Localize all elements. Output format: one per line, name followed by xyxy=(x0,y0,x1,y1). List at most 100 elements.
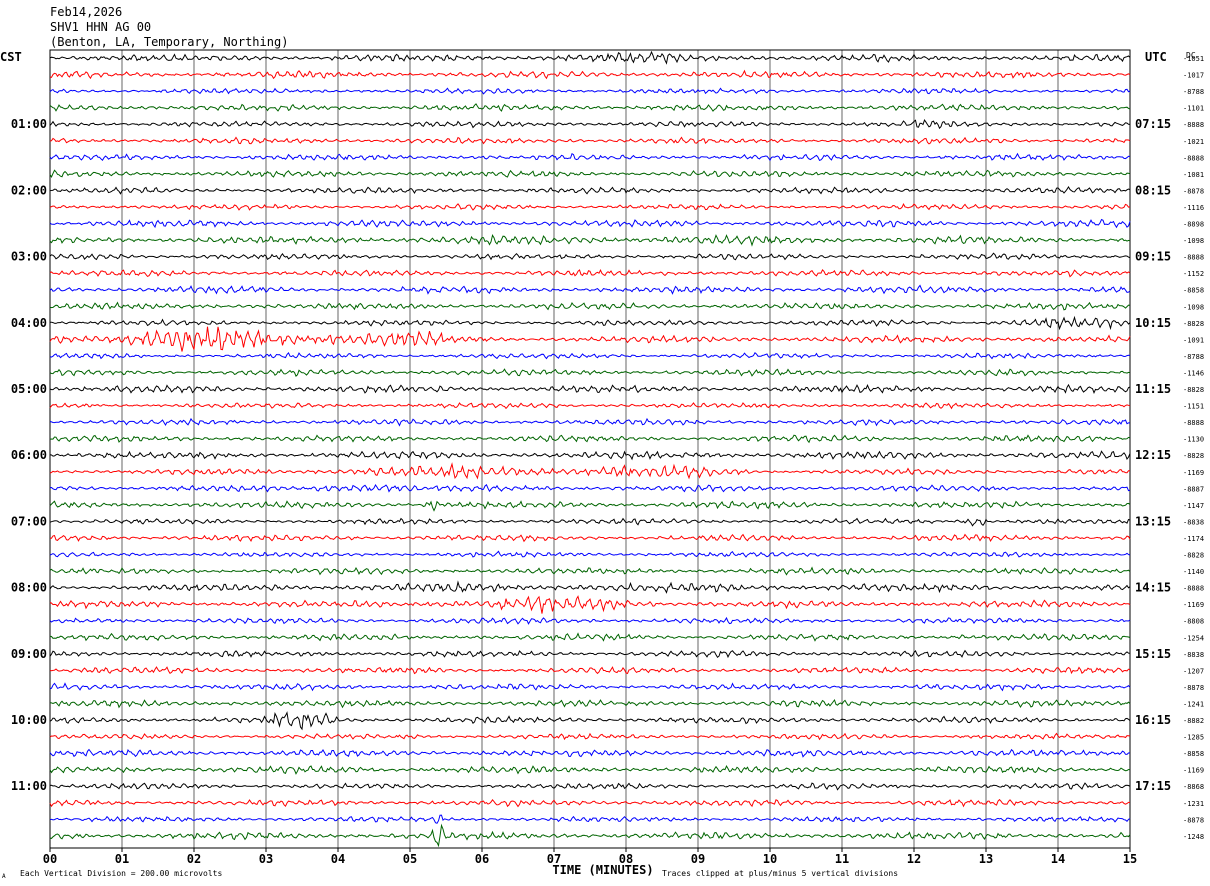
x-tick-label: 10 xyxy=(763,852,777,866)
x-tick-label: 05 xyxy=(403,852,417,866)
trace-row-8 xyxy=(49,169,1131,178)
left-hour-label: 09:00 xyxy=(11,647,47,661)
dc-offset-label: -8838 xyxy=(1183,651,1204,659)
trace-row-3 xyxy=(49,87,1131,95)
trace-row-39 xyxy=(49,682,1131,692)
trace-row-32 xyxy=(49,566,1131,576)
trace-row-29 xyxy=(49,517,1131,527)
x-tick-label: 11 xyxy=(835,852,849,866)
right-hour-label: 08:15 xyxy=(1135,183,1171,197)
dc-offset-label: -1098 xyxy=(1183,237,1204,245)
trace-row-21 xyxy=(49,383,1131,395)
dc-offset-label: -1241 xyxy=(1183,700,1204,708)
left-hour-label: 06:00 xyxy=(11,448,47,462)
trace-row-7 xyxy=(49,152,1131,162)
left-hour-label: 03:00 xyxy=(11,250,47,264)
dc-offset-label: -1147 xyxy=(1183,502,1204,510)
dc-offset-label: -1021 xyxy=(1183,138,1204,146)
dc-offset-label: -1098 xyxy=(1183,303,1204,311)
right-hour-label: 07:15 xyxy=(1135,117,1171,131)
trace-row-15 xyxy=(49,284,1131,295)
trace-row-25 xyxy=(49,450,1131,461)
dc-offset-label: -1169 xyxy=(1183,469,1204,477)
dc-offset-label: -1285 xyxy=(1183,734,1204,742)
dc-offset-label: -1248 xyxy=(1183,833,1204,841)
dc-offset-label: -1130 xyxy=(1183,436,1204,444)
left-hour-label: 11:00 xyxy=(11,779,47,793)
dc-offset-label: -8788 xyxy=(1183,353,1204,361)
left-hour-label: 04:00 xyxy=(11,316,47,330)
x-tick-label: 02 xyxy=(187,852,201,866)
header-date: Feb14,2026 xyxy=(50,5,123,19)
left-hour-label: 01:00 xyxy=(11,117,47,131)
trace-row-9 xyxy=(49,186,1131,195)
trace-row-19 xyxy=(49,352,1131,360)
right-hour-label: 09:15 xyxy=(1135,250,1171,264)
dc-offset-label: -8838 xyxy=(1183,518,1204,526)
right-hour-label: 17:15 xyxy=(1135,779,1171,793)
x-tick-label: 04 xyxy=(331,852,345,866)
right-hour-label: 10:15 xyxy=(1135,316,1171,330)
trace-row-47 xyxy=(49,814,1131,824)
trace-row-5 xyxy=(49,119,1131,130)
x-tick-label: 08 xyxy=(619,852,633,866)
trace-row-31 xyxy=(49,550,1131,558)
trace-row-27 xyxy=(49,483,1131,493)
dc-offset-label: -8808 xyxy=(1183,618,1204,626)
dc-offset-label: -1017 xyxy=(1183,72,1204,80)
trace-row-41 xyxy=(49,711,1131,731)
dc-header-label: DC xyxy=(1186,51,1196,60)
trace-row-14 xyxy=(49,269,1131,278)
trace-row-20 xyxy=(49,368,1131,377)
right-timezone-label: UTC xyxy=(1145,50,1167,64)
trace-row-23 xyxy=(49,417,1131,427)
dc-offset-label: -1169 xyxy=(1183,601,1204,609)
dc-offset-label: -8878 xyxy=(1183,187,1204,195)
x-tick-label: 06 xyxy=(475,852,489,866)
dc-offset-label: -1101 xyxy=(1183,105,1204,113)
trace-row-2 xyxy=(49,69,1131,80)
x-tick-label: 09 xyxy=(691,852,705,866)
trace-row-37 xyxy=(49,649,1131,659)
dc-offset-label: -1207 xyxy=(1183,667,1204,675)
left-hour-label: 07:00 xyxy=(11,514,47,528)
trace-row-18 xyxy=(49,326,1131,352)
trace-row-45 xyxy=(49,782,1131,791)
dc-offset-label: -1081 xyxy=(1183,171,1204,179)
trace-row-26 xyxy=(49,462,1130,480)
trace-row-4 xyxy=(49,103,1131,112)
dc-offset-label: -8888 xyxy=(1183,254,1204,262)
dc-offset-label: -8888 xyxy=(1183,154,1204,162)
x-tick-label: 01 xyxy=(115,852,129,866)
dc-offset-label: -1151 xyxy=(1183,403,1204,411)
trace-row-10 xyxy=(49,202,1131,211)
x-tick-label: 12 xyxy=(907,852,921,866)
left-hour-label: 05:00 xyxy=(11,382,47,396)
dc-offset-label: -1091 xyxy=(1183,336,1204,344)
right-hour-label: 15:15 xyxy=(1135,647,1171,661)
header-location: (Benton, LA, Temporary, Northing) xyxy=(50,35,289,49)
dc-offset-label: -8888 xyxy=(1183,121,1204,129)
trace-row-40 xyxy=(49,698,1131,709)
clip-note: Traces clipped at plus/minus 5 vertical … xyxy=(662,869,898,878)
x-tick-label: 13 xyxy=(979,852,993,866)
dc-offset-label: -8828 xyxy=(1183,452,1204,460)
dc-offset-label: -8828 xyxy=(1183,552,1204,560)
left-hour-label: 10:00 xyxy=(11,713,47,727)
x-tick-label: 14 xyxy=(1051,852,1065,866)
trace-row-1 xyxy=(49,50,1131,65)
right-hour-label: 16:15 xyxy=(1135,713,1171,727)
trace-row-13 xyxy=(49,252,1131,261)
trace-row-38 xyxy=(49,666,1131,675)
corner-mark: A xyxy=(2,873,6,880)
right-hour-label: 11:15 xyxy=(1135,382,1171,396)
right-hour-label: 12:15 xyxy=(1135,448,1171,462)
dc-offset-label: -8887 xyxy=(1183,485,1204,493)
dc-offset-label: -8898 xyxy=(1183,221,1204,229)
trace-row-34 xyxy=(49,595,1131,614)
trace-row-12 xyxy=(49,234,1131,247)
trace-row-46 xyxy=(49,798,1130,808)
dc-offset-label: -1140 xyxy=(1183,568,1204,576)
trace-row-48 xyxy=(49,823,1131,848)
dc-offset-label: -1231 xyxy=(1183,800,1204,808)
